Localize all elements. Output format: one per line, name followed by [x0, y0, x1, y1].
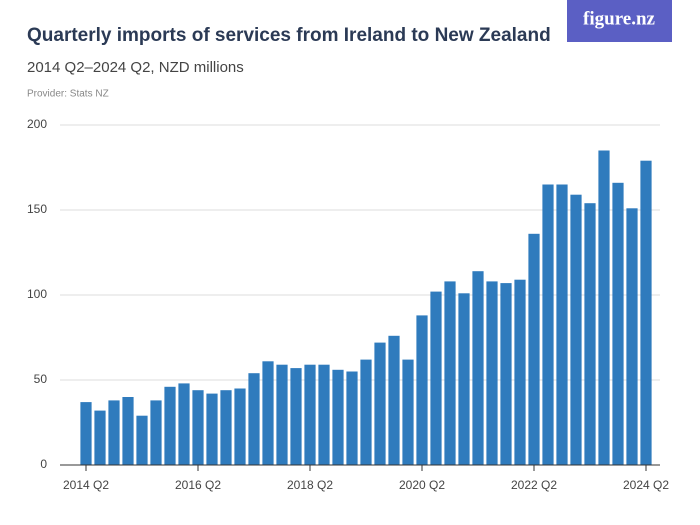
bar	[94, 410, 106, 465]
bar	[304, 364, 316, 465]
bar	[164, 386, 176, 465]
chart-title: Quarterly imports of services from Irela…	[27, 25, 551, 46]
bar	[612, 182, 624, 466]
bar	[500, 283, 512, 465]
bar	[388, 335, 400, 465]
y-tick-label: 200	[27, 117, 47, 131]
bar	[514, 279, 526, 465]
bar	[332, 369, 344, 465]
bar	[626, 208, 638, 466]
bar	[248, 373, 260, 465]
bar	[430, 291, 442, 465]
bar	[262, 361, 274, 465]
x-tick-label: 2024 Q2	[623, 478, 669, 492]
bar	[640, 160, 652, 465]
bar	[360, 359, 372, 465]
logo[interactable]: figure.nz	[583, 8, 656, 29]
bar	[570, 194, 582, 465]
x-tick-label: 2014 Q2	[63, 478, 109, 492]
bar	[346, 371, 358, 465]
y-tick-label: 0	[40, 457, 47, 471]
x-tick-label: 2022 Q2	[511, 478, 557, 492]
y-tick-label: 100	[27, 287, 47, 301]
bar	[318, 364, 330, 465]
y-tick-label: 150	[27, 202, 47, 216]
bar	[80, 402, 92, 465]
x-tick-label: 2016 Q2	[175, 478, 221, 492]
bar	[374, 342, 386, 465]
y-tick-label: 50	[34, 372, 48, 386]
x-tick-label: 2018 Q2	[287, 478, 333, 492]
bar	[136, 415, 148, 465]
bar	[584, 203, 596, 465]
bar	[444, 281, 456, 465]
bar	[556, 184, 568, 465]
bar	[192, 390, 204, 465]
bar	[528, 233, 540, 465]
bar	[234, 388, 246, 465]
bar	[598, 150, 610, 465]
bar	[108, 400, 120, 465]
bar	[220, 390, 232, 465]
provider: Provider: Stats NZ	[27, 89, 109, 100]
bar	[150, 400, 162, 465]
bar	[458, 293, 470, 465]
bar	[290, 368, 302, 465]
chart-subtitle: 2014 Q2–2024 Q2, NZD millions	[27, 59, 244, 76]
bar	[402, 359, 414, 465]
logo-box[interactable]	[567, 0, 672, 42]
bar	[472, 271, 484, 465]
bar	[178, 383, 190, 465]
bar	[276, 364, 288, 465]
bar	[542, 184, 554, 465]
bar	[486, 281, 498, 465]
bar	[416, 315, 428, 465]
x-tick-label: 2020 Q2	[399, 478, 445, 492]
bar	[206, 393, 218, 465]
bar	[122, 397, 134, 465]
